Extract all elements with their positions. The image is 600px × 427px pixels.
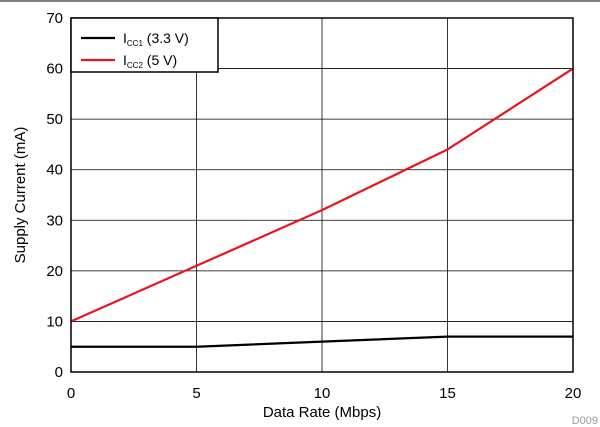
- x-tick-label: 10: [314, 385, 331, 402]
- y-tick-label: 50: [46, 111, 63, 128]
- x-tick-label: 0: [67, 385, 75, 402]
- x-tick-label: 20: [565, 385, 582, 402]
- x-tick-label: 5: [192, 385, 200, 402]
- x-axis-title: Data Rate (Mbps): [263, 404, 381, 421]
- y-tick-label: 0: [55, 364, 63, 381]
- legend-box: [70, 17, 219, 73]
- legend: ICC1 (3.3 V) ICC2 (5 V): [70, 17, 219, 73]
- y-tick-label: 30: [46, 212, 63, 229]
- y-tick-label: 60: [46, 61, 63, 78]
- figure-id: D009: [572, 415, 598, 427]
- y-tick-label: 70: [46, 10, 63, 27]
- series-line-cc2: [70, 67, 574, 323]
- y-axis-title: Supply Current (mA): [12, 127, 29, 264]
- series-lines: [70, 67, 574, 348]
- y-tick-label: 40: [46, 162, 63, 179]
- y-tick-label: 20: [46, 263, 63, 280]
- plot-frame: [70, 17, 574, 373]
- tick-labels: 0 10 20 30 40 50 60 70 0 5 10 15 20: [46, 10, 581, 402]
- x-tick-label: 15: [439, 385, 456, 402]
- series-line-cc1: [71, 335, 573, 348]
- y-tick-label: 10: [46, 313, 63, 330]
- legend-label: ICC2 (5 V): [123, 52, 177, 70]
- legend-label: ICC1 (3.3 V): [123, 30, 189, 48]
